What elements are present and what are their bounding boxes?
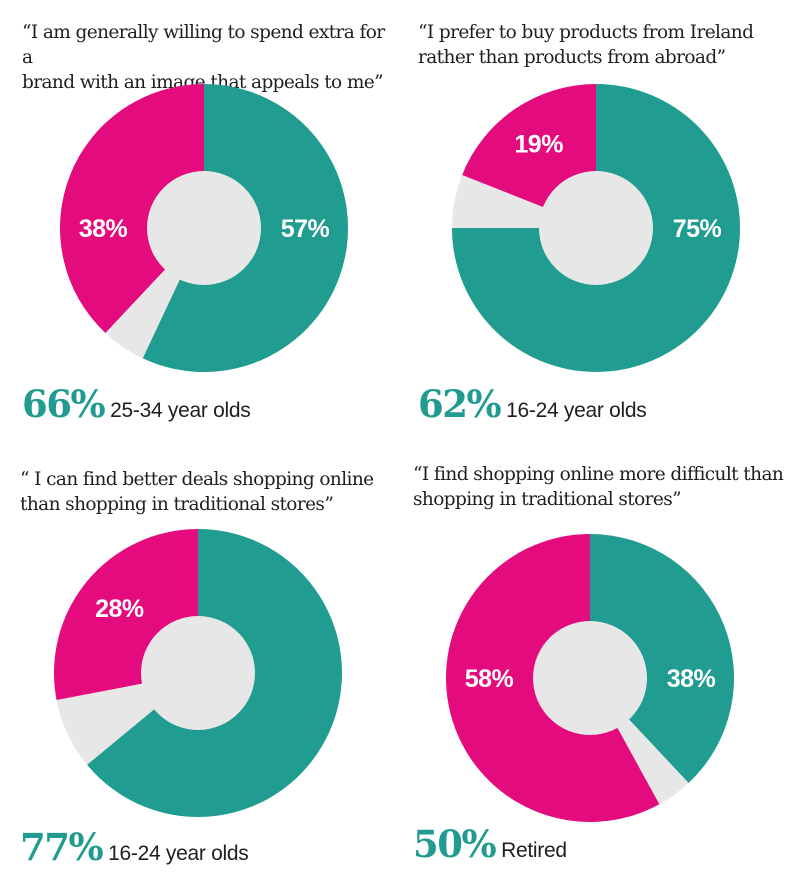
stat-callout: 66% 25-34 year olds [22,382,251,426]
donut-panel-buy-irish: “I prefer to buy products from Ireland r… [400,0,800,440]
stat-value: 50% [413,822,497,866]
stat-group-label: 25-34 year olds [110,399,251,422]
stat-callout: 50% Retired [413,822,567,866]
donut-chart: 75% 19% [452,83,740,372]
stat-value: 66% [22,382,106,426]
donut-hole [539,171,653,285]
donut-chart: 38% 58% [446,534,734,822]
stat-value: 62% [418,382,502,426]
slice-label-magenta: 28% [95,595,144,623]
chart-title: “I prefer to buy products from Ireland r… [418,22,754,68]
donut-panel-online-deals: “ I can find better deals shopping onlin… [0,445,400,885]
stat-callout: 77% 16-24 year olds [20,825,249,869]
donut-panel-online-difficult: “I find shopping online more difficult t… [400,445,800,885]
stat-callout: 62% 16-24 year olds [418,382,647,426]
stat-group-label: 16-24 year olds [506,399,647,422]
stat-group-label: Retired [501,839,567,862]
chart-title: “ I can find better deals shopping onlin… [20,469,374,515]
chart-title: “I am generally willing to spend extra f… [22,22,385,93]
donut-hole [147,171,261,285]
stat-value: 77% [20,825,104,869]
donut-hole [533,621,647,735]
slice-label-magenta: 38% [79,215,128,243]
slice-label-magenta: 58% [465,665,514,693]
slice-teal [590,534,734,783]
stat-group-label: 16-24 year olds [108,842,249,865]
donut-hole [141,616,255,730]
slice-label-teal: 38% [667,665,716,693]
donut-chart: 28% [53,529,342,817]
chart-title: “I find shopping online more difficult t… [413,464,784,510]
slice-label-magenta: 19% [514,131,563,159]
slice-magenta [59,84,205,333]
donut-panel-brand-image: “I am generally willing to spend extra f… [0,0,400,440]
slice-label-teal: 57% [281,215,330,243]
donut-chart: 57% 38% [59,84,348,372]
slice-label-teal: 75% [673,215,722,243]
